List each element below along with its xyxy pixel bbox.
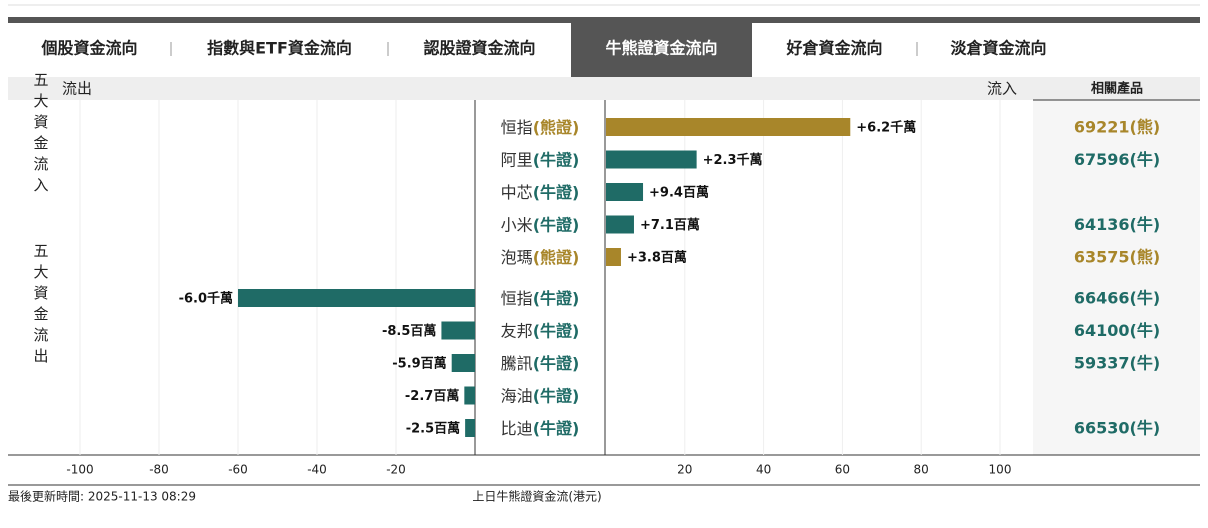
row-tag: (牛證) xyxy=(533,215,580,234)
row-name-text: 恒指 xyxy=(501,118,533,137)
bar xyxy=(606,248,621,266)
product-link[interactable]: 59337(牛) xyxy=(1074,354,1160,373)
group-label: 五大資金流入 xyxy=(32,72,50,198)
row-name-text: 友邦 xyxy=(501,321,533,340)
row-name-text: 阿里 xyxy=(501,150,533,169)
row-name: 恒指(熊證) xyxy=(501,118,580,137)
x-tick-label: 20 xyxy=(677,463,692,477)
row-name-text: 騰訊 xyxy=(501,354,533,373)
bar xyxy=(451,354,475,372)
row-tag: (牛證) xyxy=(533,150,580,169)
value-label: -2.5百萬 xyxy=(406,421,460,437)
tab-label: 牛熊證資金流向 xyxy=(605,39,717,58)
tab[interactable]: 牛熊證資金流向 xyxy=(571,23,752,77)
tab-label: 個股資金流向 xyxy=(40,39,137,58)
x-tick-label: 80 xyxy=(914,463,929,477)
tab[interactable]: 淡倉資金流向 xyxy=(950,39,1046,58)
x-axis-label: 上日牛熊證資金流(港元) xyxy=(472,489,601,504)
row-name: 小米(牛證) xyxy=(501,215,580,234)
tab-label: 指數與ETF資金流向 xyxy=(207,39,352,58)
row-tag: (牛證) xyxy=(533,386,580,405)
row-name: 恒指(牛證) xyxy=(501,289,580,308)
bar xyxy=(606,215,634,234)
header-band xyxy=(8,77,1200,100)
tab-bar-top xyxy=(8,17,1200,23)
value-label: +6.2千萬 xyxy=(856,120,916,136)
tab[interactable]: 指數與ETF資金流向 xyxy=(207,39,352,58)
product-link[interactable]: 64100(牛) xyxy=(1074,321,1160,340)
tab-label: 淡倉資金流向 xyxy=(950,39,1046,58)
x-tick-label: 60 xyxy=(835,463,850,477)
row-name-text: 比迪 xyxy=(501,419,533,438)
x-tick-label: 100 xyxy=(989,463,1012,477)
row-name: 阿里(牛證) xyxy=(501,150,580,169)
row-name: 海油(牛證) xyxy=(501,386,580,405)
tab[interactable]: 好倉資金流向 xyxy=(785,39,882,58)
bar xyxy=(464,386,475,405)
x-tick-label: -80 xyxy=(149,463,169,477)
row-name: 友邦(牛證) xyxy=(501,321,580,340)
row-name: 中芯(牛證) xyxy=(501,183,580,202)
row-tag: (牛證) xyxy=(533,289,580,308)
row-tag: (牛證) xyxy=(533,183,580,202)
bar xyxy=(465,419,475,437)
product-link[interactable]: 66530(牛) xyxy=(1074,419,1160,438)
group-label: 五大資金流出 xyxy=(32,243,50,369)
product-column xyxy=(1033,100,1200,455)
product-link[interactable]: 67596(牛) xyxy=(1074,150,1160,169)
products-header: 相關產品 xyxy=(1091,81,1143,97)
value-label: +3.8百萬 xyxy=(627,250,687,266)
updated-time: 最後更新時間: 2025-11-13 08:29 xyxy=(8,489,196,504)
row-tag: (牛證) xyxy=(533,419,580,438)
value-label: -5.9百萬 xyxy=(392,356,446,372)
product-link[interactable]: 69221(熊) xyxy=(1074,118,1160,137)
bar xyxy=(238,289,475,307)
tab[interactable]: 個股資金流向 xyxy=(40,39,137,58)
value-label: -8.5百萬 xyxy=(382,323,436,339)
row-tag: (熊證) xyxy=(533,248,580,267)
x-tick-label: -20 xyxy=(386,463,406,477)
tab[interactable]: 認股證資金流向 xyxy=(423,39,535,58)
bar xyxy=(606,118,851,136)
bar xyxy=(606,150,697,169)
tab-label: 認股證資金流向 xyxy=(423,39,535,58)
row-name-text: 海油 xyxy=(501,386,533,405)
x-tick-label: -40 xyxy=(307,463,327,477)
value-label: +2.3千萬 xyxy=(703,152,763,168)
row-name-text: 小米 xyxy=(501,215,533,234)
value-label: +7.1百萬 xyxy=(640,217,700,233)
row-tag: (牛證) xyxy=(533,321,580,340)
row-name-text: 恒指 xyxy=(501,289,533,308)
x-tick-label: 40 xyxy=(756,463,771,477)
inflow-label: 流入 xyxy=(987,80,1017,98)
value-label: -2.7百萬 xyxy=(405,388,459,404)
row-name: 騰訊(牛證) xyxy=(501,354,580,373)
row-name-text: 中芯 xyxy=(501,183,533,202)
product-link[interactable]: 63575(熊) xyxy=(1074,248,1160,267)
tab-active-bg xyxy=(571,23,752,77)
value-label: +9.4百萬 xyxy=(649,185,709,201)
tab-label: 好倉資金流向 xyxy=(785,39,882,58)
bar xyxy=(441,321,475,340)
bar xyxy=(606,183,644,201)
value-label: -6.0千萬 xyxy=(179,291,233,307)
row-tag: (牛證) xyxy=(533,354,580,373)
x-tick-label: -60 xyxy=(228,463,248,477)
product-link[interactable]: 64136(牛) xyxy=(1074,215,1160,234)
outflow-label: 流出 xyxy=(62,80,92,98)
row-tag: (熊證) xyxy=(533,118,580,137)
row-name: 比迪(牛證) xyxy=(501,419,580,438)
row-name: 泡瑪(熊證) xyxy=(501,248,580,267)
product-link[interactable]: 66466(牛) xyxy=(1074,289,1160,308)
x-tick-label: -100 xyxy=(66,463,93,477)
row-name-text: 泡瑪 xyxy=(501,248,533,267)
